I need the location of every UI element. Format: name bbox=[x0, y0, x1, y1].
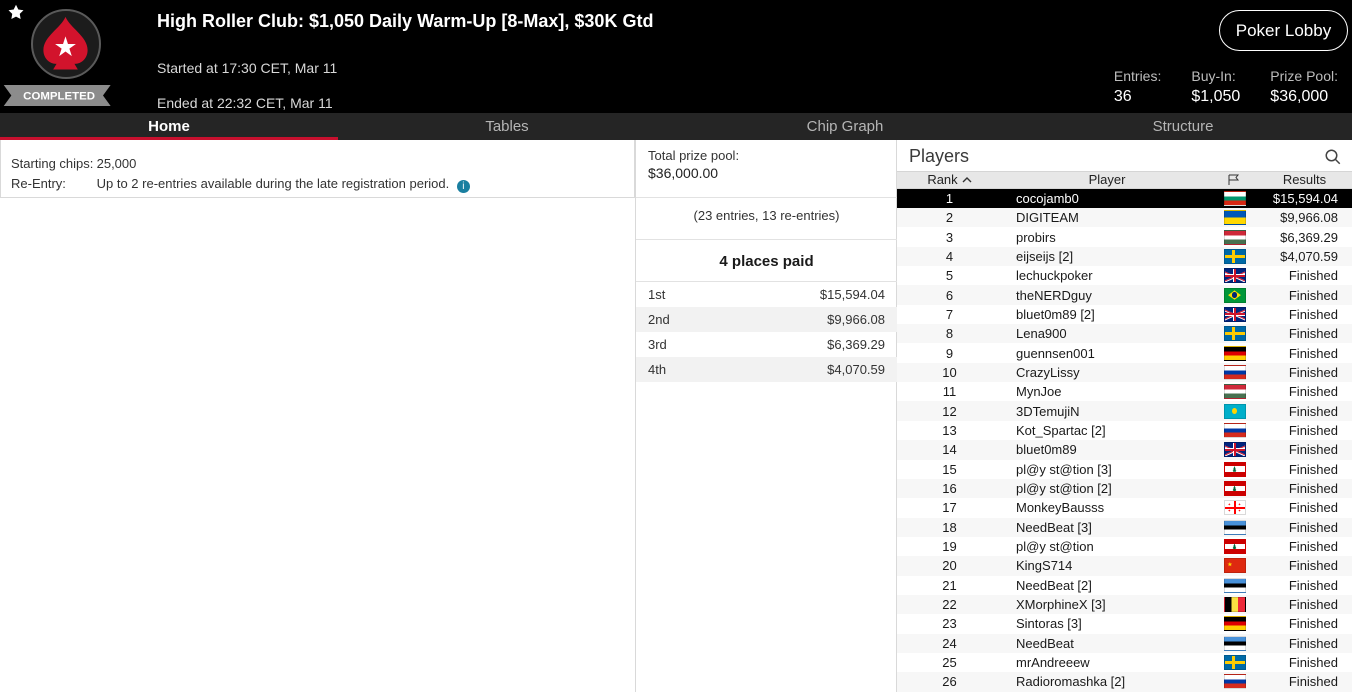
svg-text:COMPLETED: COMPLETED bbox=[23, 90, 95, 102]
